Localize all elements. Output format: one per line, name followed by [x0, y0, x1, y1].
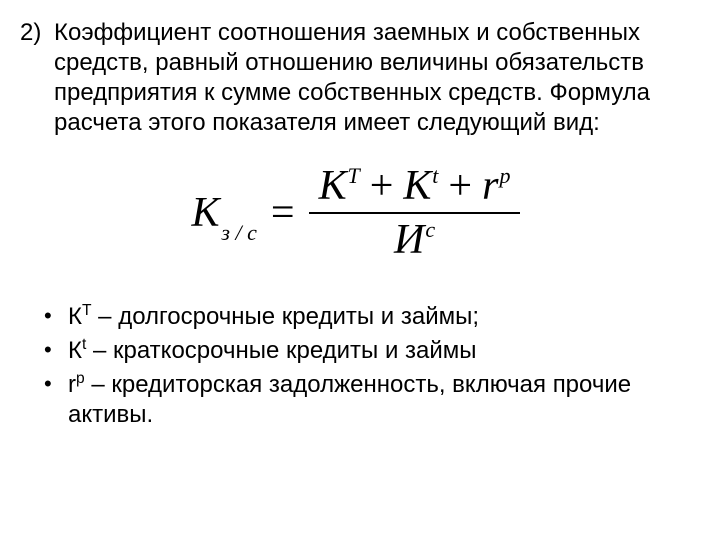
lhs-base: К: [192, 189, 220, 237]
num-term-3: rp: [482, 164, 510, 208]
sym-base: К: [68, 303, 82, 330]
definition-paragraph: 2)Коэффициент соотношения заемных и собс…: [20, 18, 692, 138]
num-term-2: Кt: [403, 164, 438, 208]
sym-sup: p: [76, 370, 85, 387]
definition-text: Коэффициент соотношения заемных и собств…: [54, 19, 650, 136]
num-t2-base: К: [403, 163, 431, 209]
num-term-1: КT: [319, 164, 360, 208]
num-t3-base: r: [482, 163, 498, 209]
legend-symbol: rp: [68, 371, 85, 398]
sym-sup: T: [82, 302, 92, 319]
numerator: КT + Кt + rp: [309, 164, 521, 208]
sym-base: r: [68, 371, 76, 398]
legend-symbol: КT: [68, 303, 92, 330]
lhs-subscript: з / с: [221, 220, 256, 246]
sym-base: К: [68, 337, 82, 364]
list-item: Кt – краткосрочные кредиты и займы: [40, 336, 692, 366]
legend-list: КT – долгосрочные кредиты и займы; Кt – …: [40, 302, 692, 430]
legend-text: – кредиторская задолженность, включая пр…: [68, 371, 631, 428]
legend-text: – краткосрочные кредиты и займы: [86, 337, 476, 364]
slide-container: 2)Коэффициент соотношения заемных и собс…: [0, 0, 720, 540]
list-item: rp – кредиторская задолженность, включая…: [40, 370, 692, 430]
formula-block: Кз / с = КT + Кt + rp: [20, 164, 692, 262]
legend-text: – долгосрочные кредиты и займы;: [92, 303, 480, 330]
num-t1-base: К: [319, 163, 347, 209]
formula: Кз / с = КT + Кt + rp: [192, 164, 521, 262]
list-item: КT – долгосрочные кредиты и займы;: [40, 302, 692, 332]
plus-2: +: [444, 164, 476, 208]
den-base: И: [394, 217, 424, 263]
fraction-bar: [309, 212, 521, 214]
equals-sign: =: [271, 189, 295, 237]
num-t3-sup: p: [499, 163, 510, 188]
denominator: Ис: [384, 218, 445, 262]
den-term: Ис: [394, 218, 435, 262]
fraction: КT + Кt + rp Ис: [309, 164, 521, 262]
plus-1: +: [366, 164, 398, 208]
legend-symbol: Кt: [68, 337, 86, 364]
num-t1-sup: T: [347, 163, 359, 188]
num-t2-sup: t: [432, 163, 438, 188]
item-marker: 2): [20, 18, 54, 48]
den-sup: с: [425, 217, 435, 242]
formula-lhs: Кз / с: [192, 189, 257, 237]
